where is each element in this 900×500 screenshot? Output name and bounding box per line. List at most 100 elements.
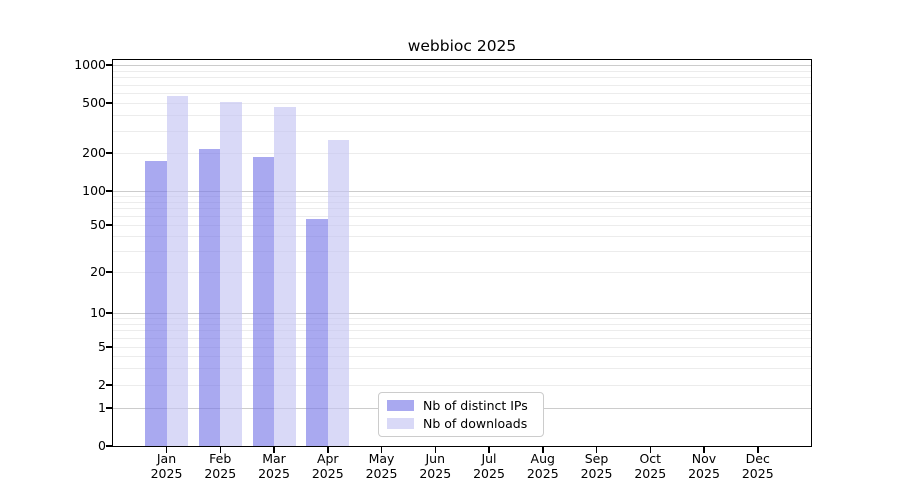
gridline-minor — [113, 115, 811, 117]
x-tick-mark — [488, 447, 490, 453]
month-year: 2025 — [688, 465, 720, 481]
x-tick-mark — [165, 447, 168, 453]
gridline-major — [113, 313, 811, 314]
gridline-minor — [113, 208, 811, 210]
x-tick-mark — [542, 447, 544, 453]
y-tick-mark — [106, 346, 113, 348]
legend-label-distinct-ips: Nb of distinct IPs — [423, 398, 528, 413]
gridline-minor — [113, 153, 811, 154]
y-tick-label-50: 50 — [90, 217, 106, 232]
gridline-minor — [113, 225, 811, 226]
month-year: 2025 — [419, 465, 452, 481]
y-tick-label-200: 200 — [82, 145, 106, 160]
legend: Nb of distinct IPs Nb of downloads — [378, 392, 544, 437]
gridline-major — [113, 65, 811, 66]
x-tick-label-apr: Apr 2025 — [296, 451, 360, 481]
y-tick-label-20: 20 — [90, 264, 106, 279]
month-name: Jun — [425, 451, 446, 466]
x-tick-label-jun: Jun 2025 — [403, 451, 467, 481]
gridline-minor — [113, 201, 811, 203]
gridline-minor — [113, 77, 811, 79]
x-tick-mark — [757, 447, 759, 453]
gridline-minor — [113, 236, 811, 238]
bar-downloads-jan — [166, 96, 188, 446]
legend-item-downloads: Nb of downloads — [387, 416, 537, 431]
gridline-minor — [113, 70, 811, 72]
month-name: Nov — [691, 451, 717, 466]
gridline-minor — [113, 323, 811, 325]
y-tick-mark — [106, 190, 113, 192]
x-tick-label-jan: Jan 2025 — [135, 451, 199, 481]
x-tick-mark — [434, 447, 436, 453]
y-tick-mark — [106, 445, 113, 447]
month-year: 2025 — [526, 465, 559, 481]
month-year: 2025 — [204, 465, 237, 481]
gridline-minor — [113, 93, 811, 94]
x-tick-label-oct: Oct 2025 — [618, 451, 682, 481]
legend-swatch-distinct-ips — [387, 400, 414, 411]
month-year: 2025 — [634, 465, 667, 481]
month-name: Dec — [745, 451, 770, 466]
legend-label-downloads: Nb of downloads — [423, 416, 528, 431]
x-tick-mark — [380, 447, 383, 453]
month-year: 2025 — [580, 465, 613, 481]
month-name: Apr — [316, 451, 339, 466]
gridline-minor — [113, 368, 811, 370]
gridline-minor — [113, 103, 811, 104]
x-tick-mark — [703, 447, 705, 453]
month-name: Feb — [209, 451, 232, 466]
y-tick-label-100: 100 — [82, 183, 106, 198]
bar-distinct-ips-feb — [198, 148, 221, 446]
gridline-minor — [113, 318, 811, 320]
bar-distinct-ips-mar — [252, 156, 274, 446]
x-tick-label-nov: Nov 2025 — [672, 451, 736, 481]
x-tick-label-jul: Jul 2025 — [457, 451, 521, 481]
y-tick-mark — [106, 224, 113, 226]
y-tick-label-500: 500 — [82, 95, 106, 110]
gridline-minor — [113, 84, 811, 86]
month-year: 2025 — [741, 465, 774, 481]
plot-area — [113, 60, 811, 446]
gridline-minor — [113, 130, 811, 132]
y-tick-label-0: 0 — [98, 438, 106, 453]
gridline-minor — [113, 347, 811, 348]
gridline-minor — [113, 196, 811, 198]
month-name: Aug — [530, 451, 555, 466]
bar-downloads-feb — [220, 101, 242, 446]
month-name: May — [368, 451, 395, 466]
month-name: Mar — [262, 451, 286, 466]
gridline-minor — [113, 216, 811, 218]
y-tick-mark — [106, 407, 113, 409]
bar-distinct-ips-jan — [145, 161, 167, 446]
month-year: 2025 — [473, 465, 505, 481]
y-tick-label-1: 1 — [98, 400, 106, 415]
x-tick-mark — [649, 447, 651, 453]
gridline-minor — [113, 385, 811, 386]
gridline-minor — [113, 272, 811, 273]
month-name: Jan — [156, 451, 177, 466]
x-tick-label-aug: Aug 2025 — [511, 451, 575, 481]
y-tick-label-1000: 1000 — [74, 57, 106, 72]
x-tick-mark — [219, 447, 221, 453]
x-tick-label-dec: Dec 2025 — [726, 451, 790, 481]
month-name: Sep — [584, 451, 609, 466]
month-name: Jul — [481, 451, 497, 466]
gridline-minor — [113, 330, 811, 332]
gridline-major — [113, 191, 811, 192]
y-tick-mark — [106, 384, 113, 386]
gridline-minor — [113, 338, 811, 340]
x-tick-label-feb: Feb 2025 — [188, 451, 252, 481]
bar-downloads-apr — [327, 139, 350, 446]
month-year: 2025 — [150, 465, 183, 481]
x-tick-mark — [327, 447, 329, 453]
gridline-minor — [113, 356, 811, 358]
month-year: 2025 — [365, 465, 398, 481]
gridline-minor — [113, 251, 811, 253]
legend-item-distinct-ips: Nb of distinct IPs — [387, 398, 537, 413]
x-tick-label-sep: Sep 2025 — [565, 451, 629, 481]
bar-distinct-ips-apr — [306, 218, 328, 446]
y-tick-label-2: 2 — [98, 377, 106, 392]
y-tick-mark — [106, 102, 113, 104]
y-tick-label-10: 10 — [90, 305, 106, 320]
